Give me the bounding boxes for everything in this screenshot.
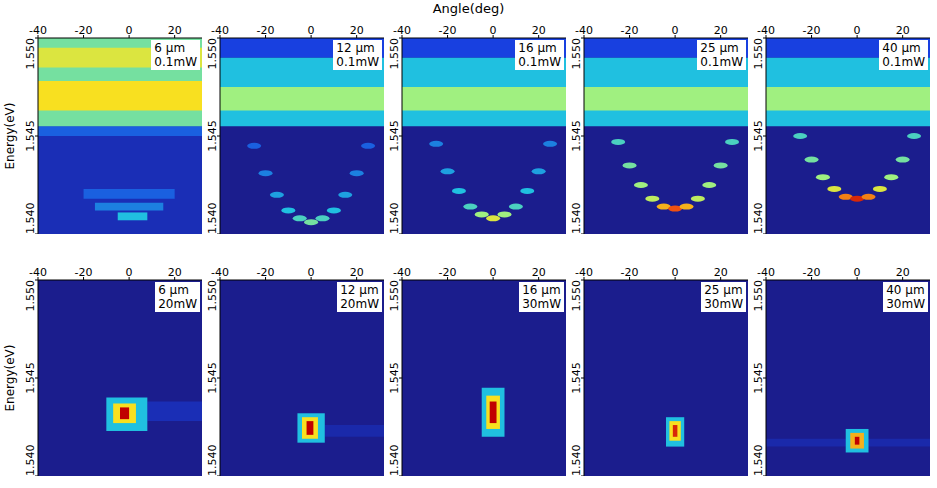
svg-text:-40: -40 bbox=[575, 24, 593, 37]
svg-text:20: 20 bbox=[168, 266, 182, 279]
svg-text:20: 20 bbox=[896, 24, 910, 37]
html-text:30mW: 30mW bbox=[886, 297, 925, 311]
svg-text:-20: -20 bbox=[75, 24, 93, 37]
svg-text:20: 20 bbox=[168, 24, 182, 37]
svg-text:1.540: 1.540 bbox=[206, 203, 219, 235]
svg-text:-20: -20 bbox=[257, 266, 275, 279]
html-text:0.1mW: 0.1mW bbox=[882, 55, 925, 69]
svg-text:1.550: 1.550 bbox=[570, 280, 583, 312]
svg-text:Energy(eV): Energy(eV) bbox=[3, 103, 17, 170]
svg-text:1.545: 1.545 bbox=[206, 120, 219, 152]
svg-text:20: 20 bbox=[896, 266, 910, 279]
svg-text:1.540: 1.540 bbox=[752, 445, 765, 477]
html-text:6 μm: 6 μm bbox=[158, 283, 189, 297]
html-text:12 μm: 12 μm bbox=[336, 41, 375, 55]
svg-text:20: 20 bbox=[714, 24, 728, 37]
svg-text:20: 20 bbox=[532, 266, 546, 279]
svg-text:-20: -20 bbox=[75, 266, 93, 279]
svg-text:1.540: 1.540 bbox=[570, 445, 583, 477]
svg-text:-40: -40 bbox=[211, 266, 229, 279]
svg-text:1.550: 1.550 bbox=[388, 280, 401, 312]
svg-text:1.550: 1.550 bbox=[24, 280, 37, 312]
svg-text:20: 20 bbox=[714, 266, 728, 279]
svg-text:1.550: 1.550 bbox=[206, 38, 219, 70]
html-text:16 μm: 16 μm bbox=[522, 283, 561, 297]
html-text:40 μm: 40 μm bbox=[886, 283, 925, 297]
svg-text:-20: -20 bbox=[439, 266, 457, 279]
svg-text:1.545: 1.545 bbox=[24, 362, 37, 394]
html-text:30mW: 30mW bbox=[522, 297, 561, 311]
html-text:16 μm: 16 μm bbox=[518, 41, 557, 55]
svg-text:-20: -20 bbox=[439, 24, 457, 37]
html-text:25 μm: 25 μm bbox=[700, 41, 739, 55]
svg-text:1.550: 1.550 bbox=[570, 38, 583, 70]
svg-text:1.545: 1.545 bbox=[24, 120, 37, 152]
svg-text:1.540: 1.540 bbox=[206, 445, 219, 477]
svg-text:1.545: 1.545 bbox=[388, 120, 401, 152]
svg-text:20: 20 bbox=[532, 24, 546, 37]
svg-text:Energy(eV): Energy(eV) bbox=[3, 345, 17, 412]
svg-text:1.540: 1.540 bbox=[388, 445, 401, 477]
svg-text:0: 0 bbox=[308, 24, 315, 37]
html-text:0.1mW: 0.1mW bbox=[336, 55, 379, 69]
svg-text:-40: -40 bbox=[393, 266, 411, 279]
svg-text:1.545: 1.545 bbox=[752, 120, 765, 152]
svg-text:1.545: 1.545 bbox=[206, 362, 219, 394]
html-text:0.1mW: 0.1mW bbox=[700, 55, 743, 69]
svg-text:1.545: 1.545 bbox=[570, 120, 583, 152]
svg-text:1.550: 1.550 bbox=[24, 38, 37, 70]
svg-text:0: 0 bbox=[490, 266, 497, 279]
svg-text:1.545: 1.545 bbox=[388, 362, 401, 394]
svg-text:-40: -40 bbox=[757, 24, 775, 37]
svg-text:-40: -40 bbox=[757, 266, 775, 279]
html-text:0.1mW: 0.1mW bbox=[518, 55, 561, 69]
svg-text:1.540: 1.540 bbox=[24, 203, 37, 235]
svg-text:-20: -20 bbox=[621, 266, 639, 279]
svg-text:-20: -20 bbox=[803, 266, 821, 279]
svg-text:1.550: 1.550 bbox=[752, 280, 765, 312]
svg-text:1.545: 1.545 bbox=[570, 362, 583, 394]
svg-text:0: 0 bbox=[126, 24, 133, 37]
html-text:20mW: 20mW bbox=[158, 297, 197, 311]
svg-text:20: 20 bbox=[350, 24, 364, 37]
html-text:25 μm: 25 μm bbox=[704, 283, 743, 297]
svg-text:1.550: 1.550 bbox=[752, 38, 765, 70]
html-text:6 μm: 6 μm bbox=[154, 41, 186, 55]
svg-text:1.540: 1.540 bbox=[388, 203, 401, 235]
svg-text:-40: -40 bbox=[211, 24, 229, 37]
html-text:30mW: 30mW bbox=[704, 297, 743, 311]
svg-text:1.540: 1.540 bbox=[752, 203, 765, 235]
svg-text:0: 0 bbox=[854, 24, 861, 37]
svg-text:1.545: 1.545 bbox=[752, 362, 765, 394]
html-text:12 μm: 12 μm bbox=[340, 283, 379, 297]
svg-text:1.540: 1.540 bbox=[570, 203, 583, 235]
svg-text:0: 0 bbox=[308, 266, 315, 279]
svg-text:1.550: 1.550 bbox=[206, 280, 219, 312]
svg-text:1.550: 1.550 bbox=[388, 38, 401, 70]
svg-text:-40: -40 bbox=[575, 266, 593, 279]
svg-text:-20: -20 bbox=[621, 24, 639, 37]
svg-text:0: 0 bbox=[126, 266, 133, 279]
svg-text:20: 20 bbox=[350, 266, 364, 279]
html-text:Angle(deg): Angle(deg) bbox=[432, 1, 505, 16]
svg-text:-40: -40 bbox=[29, 24, 47, 37]
svg-text:-20: -20 bbox=[257, 24, 275, 37]
svg-text:-20: -20 bbox=[803, 24, 821, 37]
html-text:0.1mW: 0.1mW bbox=[154, 55, 197, 69]
svg-text:-40: -40 bbox=[29, 266, 47, 279]
svg-text:0: 0 bbox=[490, 24, 497, 37]
svg-text:0: 0 bbox=[672, 24, 679, 37]
svg-text:0: 0 bbox=[854, 266, 861, 279]
svg-text:1.540: 1.540 bbox=[24, 445, 37, 477]
html-text:40 μm: 40 μm bbox=[882, 41, 921, 55]
svg-text:-40: -40 bbox=[393, 24, 411, 37]
html-text:20mW: 20mW bbox=[340, 297, 379, 311]
svg-text:0: 0 bbox=[672, 266, 679, 279]
